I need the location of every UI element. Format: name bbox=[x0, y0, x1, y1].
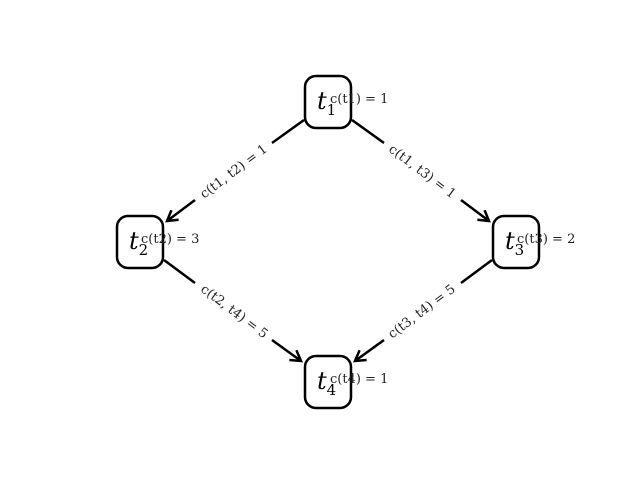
node-t3: t3 c(t3) = 2 bbox=[491, 214, 575, 270]
node-box bbox=[491, 214, 541, 270]
edge-arrow-segment bbox=[271, 338, 301, 361]
node-cost-label: c(t4) = 1 bbox=[330, 372, 388, 387]
node-t1: t1 c(t1) = 1 bbox=[303, 74, 388, 130]
edge-cost-label: c(t1, t3) = 1 bbox=[385, 142, 458, 202]
edge-t1-t2: c(t1, t2) = 1 bbox=[167, 118, 305, 221]
node-box bbox=[115, 214, 165, 270]
edge-t2-t4: c(t2, t4) = 5 bbox=[163, 258, 301, 361]
edge-cost-label: c(t1, t2) = 1 bbox=[197, 142, 270, 202]
node-cost-label: c(t2) = 3 bbox=[141, 232, 199, 247]
edge-cost-label: c(t3, t4) = 5 bbox=[385, 282, 458, 342]
edge-arrow-segment bbox=[460, 199, 489, 221]
edge-arrow-segment bbox=[167, 199, 196, 221]
node-label: t1 bbox=[317, 87, 336, 119]
edge-t1-t3: c(t1, t3) = 1 bbox=[351, 118, 489, 221]
edge-line-segment bbox=[351, 118, 385, 145]
node-cost-label: c(t1) = 1 bbox=[330, 92, 388, 107]
edge-cost-label: c(t2, t4) = 5 bbox=[197, 282, 270, 342]
edge-line-segment bbox=[271, 118, 305, 145]
node-label: t2 bbox=[129, 227, 148, 259]
node-box bbox=[303, 74, 353, 130]
edge-line-segment bbox=[460, 258, 493, 285]
node-label: t3 bbox=[505, 227, 524, 259]
node-t4: t4 c(t4) = 1 bbox=[303, 354, 388, 410]
node-cost-label: c(t3) = 2 bbox=[517, 232, 575, 247]
node-box bbox=[303, 354, 353, 410]
node-label: t4 bbox=[317, 367, 336, 399]
node-t2: t2 c(t2) = 3 bbox=[115, 214, 199, 270]
edge-arrow-segment bbox=[355, 338, 385, 361]
edge-line-segment bbox=[163, 258, 196, 285]
edge-t3-t4: c(t3, t4) = 5 bbox=[355, 258, 493, 361]
